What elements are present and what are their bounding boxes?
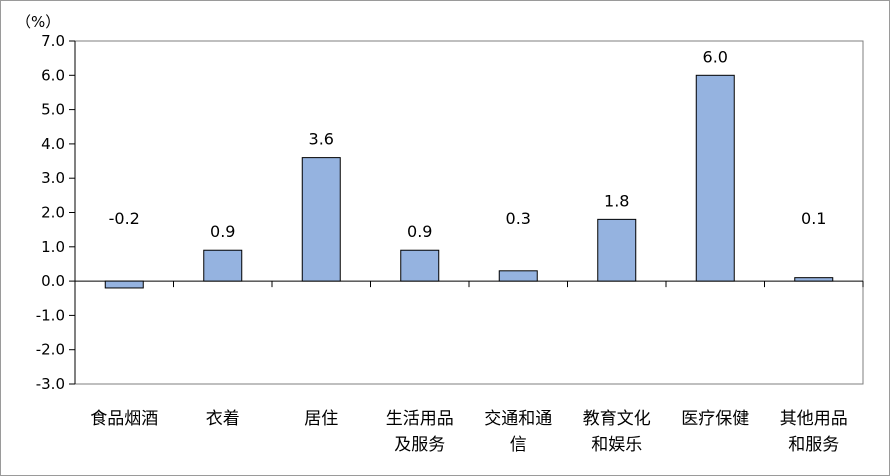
value-label: 0.9 (407, 222, 432, 241)
plot-area (74, 40, 864, 385)
value-labels: -0.2 0.9 3.6 0.9 0.3 1.8 6.0 0.1 (109, 47, 827, 241)
value-label: -0.2 (109, 209, 140, 228)
bar (498, 270, 538, 282)
category-label: 生活用品 (386, 409, 454, 429)
y-tick-label: 1.0 (41, 238, 65, 256)
bars (104, 74, 834, 289)
bar (794, 277, 834, 282)
bar (301, 157, 341, 282)
category-label: 其他用品 (780, 409, 848, 429)
y-tick-label: 0.0 (41, 272, 65, 290)
category-label: 居住 (304, 409, 338, 429)
y-unit-label: （%） (16, 13, 60, 31)
y-tick-label: 6.0 (41, 66, 65, 84)
y-axis: -3.0 -2.0 -1.0 0.0 1.0 2.0 3.0 4.0 5.0 6.0 7.0 (36, 32, 76, 393)
bar (104, 280, 144, 289)
category-label: 教育文化 (583, 409, 651, 429)
bar (695, 74, 735, 282)
value-label: 3.6 (309, 130, 334, 149)
x-axis (74, 280, 864, 288)
category-label: 衣着 (206, 409, 240, 429)
value-label: 1.8 (604, 191, 629, 210)
value-label: 0.9 (210, 222, 235, 241)
y-tick-label: -2.0 (36, 341, 65, 359)
value-label: 6.0 (703, 47, 728, 66)
bar (400, 249, 440, 282)
y-tick-label: 4.0 (41, 135, 65, 153)
category-label: 信 (510, 435, 527, 455)
y-tick-label: 3.0 (41, 169, 65, 187)
value-label: 0.1 (801, 209, 826, 228)
category-label: 医疗保健 (681, 409, 749, 429)
y-tick-label: 2.0 (41, 204, 65, 222)
category-label: 及服务 (394, 435, 445, 455)
y-tick-label: 7.0 (41, 32, 65, 50)
category-label: 和娱乐 (591, 435, 642, 455)
category-label: 和服务 (788, 435, 839, 455)
y-tick-label: 5.0 (41, 101, 65, 119)
bar (203, 249, 243, 282)
category-label: 食品烟酒 (90, 409, 158, 429)
y-tick-label: -1.0 (36, 306, 65, 324)
bar (597, 218, 637, 282)
value-label: 0.3 (506, 209, 531, 228)
category-label: 交通和通 (484, 409, 552, 429)
y-tick-label: -3.0 (36, 375, 65, 393)
